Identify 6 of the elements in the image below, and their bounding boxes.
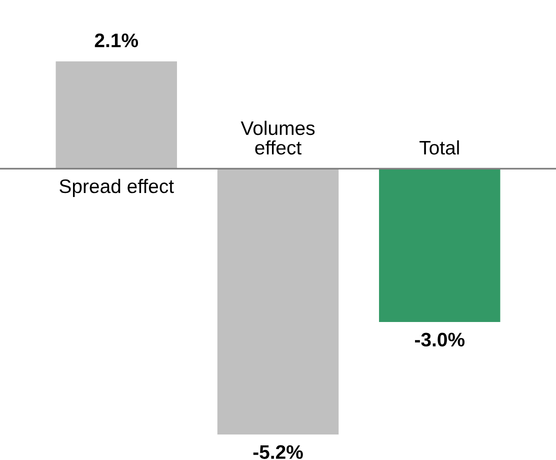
x-tick-label: Total bbox=[420, 140, 459, 155]
data-label: -5.2% bbox=[253, 445, 303, 459]
data-label: 2.1% bbox=[94, 34, 138, 48]
x-tick-label: Volumes effect bbox=[240, 120, 315, 155]
x-tick-label: Spread effect bbox=[60, 178, 174, 198]
data-label: -3.0% bbox=[414, 332, 465, 347]
